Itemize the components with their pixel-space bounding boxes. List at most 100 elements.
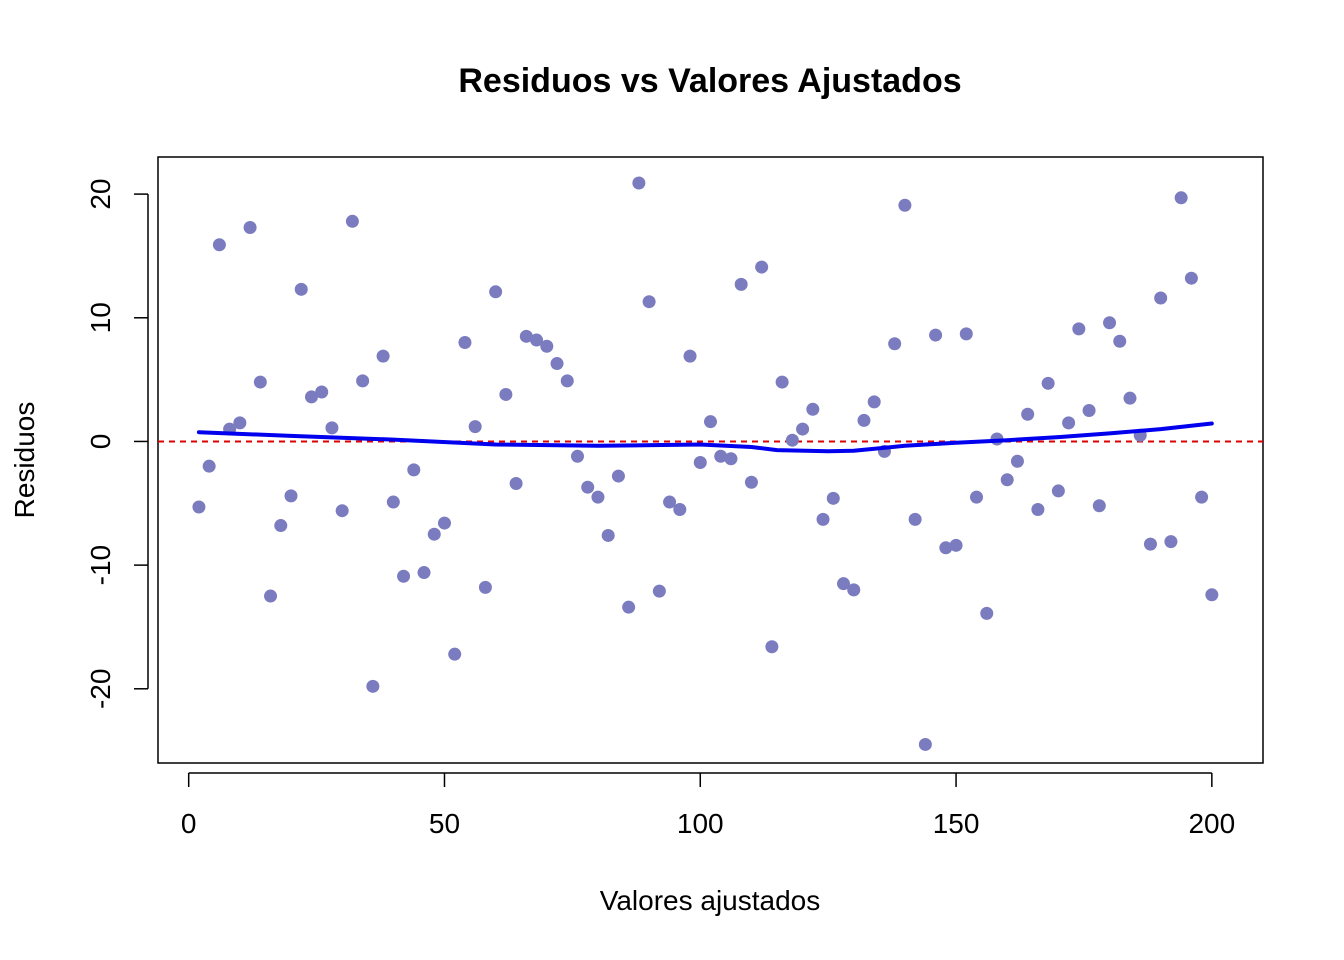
data-point: [734, 277, 748, 291]
data-point: [325, 421, 339, 435]
data-points: [192, 176, 1219, 751]
data-point: [775, 375, 789, 389]
data-point: [1174, 191, 1188, 205]
x-tick-label: 200: [1188, 808, 1235, 839]
data-point: [1041, 376, 1055, 390]
data-point: [642, 295, 656, 309]
y-tick-label: -20: [85, 669, 116, 709]
x-axis-label: Valores ajustados: [600, 885, 821, 916]
data-point: [499, 387, 513, 401]
data-point: [1195, 490, 1209, 504]
data-point: [315, 385, 329, 399]
data-point: [550, 357, 564, 371]
smooth-trend-line: [196, 421, 1214, 454]
data-point: [202, 459, 216, 473]
data-point: [397, 569, 411, 583]
data-point: [632, 176, 646, 190]
data-point: [560, 374, 574, 388]
data-point: [335, 504, 349, 518]
data-point: [806, 402, 820, 416]
data-point: [959, 327, 973, 341]
data-point: [458, 336, 472, 350]
y-axis-ticks: -20 -10 0 10 20: [85, 179, 149, 709]
data-point: [489, 285, 503, 299]
data-point: [1072, 322, 1086, 336]
x-tick-label: 100: [677, 808, 724, 839]
data-point: [1031, 502, 1045, 516]
data-point: [591, 490, 605, 504]
data-point: [1051, 484, 1065, 498]
data-point: [468, 420, 482, 434]
data-point: [847, 583, 861, 597]
data-point: [826, 491, 840, 505]
data-point: [1164, 535, 1178, 549]
data-point: [1123, 391, 1137, 405]
data-point: [212, 238, 226, 252]
data-point: [980, 606, 994, 620]
y-tick-label: 0: [85, 434, 116, 450]
data-point: [1021, 407, 1035, 421]
x-tick-label: 50: [429, 808, 460, 839]
y-tick-label: 20: [85, 179, 116, 210]
data-point: [345, 214, 359, 228]
x-tick-label: 0: [181, 808, 197, 839]
data-point: [1184, 271, 1198, 285]
y-tick-label: 10: [85, 302, 116, 333]
data-point: [816, 512, 830, 526]
data-point: [949, 538, 963, 552]
data-point: [714, 449, 728, 463]
data-point: [693, 455, 707, 469]
data-point: [663, 495, 677, 509]
data-point: [1010, 454, 1024, 468]
data-point: [478, 580, 492, 594]
data-point: [652, 584, 666, 598]
data-point: [304, 390, 318, 404]
data-point: [622, 600, 636, 614]
data-point: [744, 475, 758, 489]
data-point: [918, 737, 932, 751]
x-tick-label: 150: [933, 808, 980, 839]
data-point: [284, 489, 298, 503]
data-point: [540, 339, 554, 353]
data-point: [601, 528, 615, 542]
data-point: [908, 512, 922, 526]
data-point: [294, 282, 308, 296]
data-point: [427, 527, 441, 541]
data-point: [1082, 404, 1096, 418]
data-point: [519, 329, 533, 343]
x-axis-ticks: 0 50 100 150 200: [181, 772, 1235, 839]
data-point: [570, 449, 584, 463]
data-point: [437, 516, 451, 530]
data-point: [765, 640, 779, 654]
data-point: [243, 220, 257, 234]
data-point: [264, 589, 278, 603]
data-point: [704, 415, 717, 429]
data-point: [581, 480, 595, 494]
data-point: [509, 476, 523, 490]
data-point: [673, 502, 687, 516]
data-point: [898, 198, 912, 212]
data-point: [356, 374, 370, 388]
data-point: [929, 328, 943, 342]
data-point: [274, 519, 288, 533]
data-point: [939, 541, 953, 555]
data-point: [1000, 473, 1014, 487]
data-point: [888, 337, 902, 351]
data-point: [253, 375, 267, 389]
data-point: [376, 349, 390, 363]
data-point: [192, 500, 206, 514]
data-point: [1062, 416, 1076, 430]
data-point: [683, 349, 697, 363]
chart-title: Residuos vs Valores Ajustados: [458, 62, 961, 100]
data-point: [448, 647, 462, 661]
data-point: [233, 416, 247, 430]
data-point: [530, 333, 544, 347]
data-point: [407, 463, 421, 477]
data-point: [1113, 334, 1127, 348]
y-tick-label: -10: [85, 545, 116, 585]
data-point: [724, 452, 738, 466]
data-point: [1154, 291, 1168, 305]
data-point: [611, 469, 625, 483]
